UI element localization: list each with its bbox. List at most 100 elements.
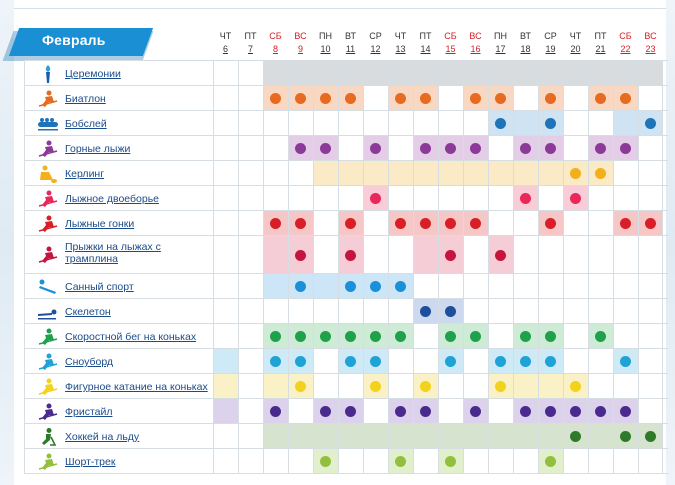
event-dot[interactable]: [295, 250, 306, 261]
event-dot[interactable]: [445, 331, 456, 342]
schedule-cell[interactable]: [264, 211, 289, 235]
schedule-cell[interactable]: [614, 349, 639, 373]
schedule-cell[interactable]: [314, 399, 339, 423]
schedule-cell[interactable]: [264, 86, 289, 110]
day-number-link[interactable]: 13: [395, 44, 406, 54]
event-dot[interactable]: [295, 281, 306, 292]
event-dot[interactable]: [270, 331, 281, 342]
event-dot[interactable]: [445, 218, 456, 229]
schedule-cell[interactable]: [439, 324, 464, 348]
event-dot[interactable]: [320, 456, 331, 467]
day-number-link[interactable]: 9: [297, 44, 303, 54]
event-dot[interactable]: [295, 93, 306, 104]
event-dot[interactable]: [420, 381, 431, 392]
schedule-cell[interactable]: [464, 86, 489, 110]
schedule-cell[interactable]: [489, 349, 514, 373]
schedule-cell[interactable]: [289, 236, 314, 273]
schedule-cell[interactable]: [339, 274, 364, 298]
schedule-cell[interactable]: [539, 399, 564, 423]
event-dot[interactable]: [470, 143, 481, 154]
event-dot[interactable]: [620, 431, 631, 442]
event-dot[interactable]: [570, 406, 581, 417]
event-dot[interactable]: [520, 193, 531, 204]
event-dot[interactable]: [445, 143, 456, 154]
schedule-cell[interactable]: [314, 449, 339, 473]
event-dot[interactable]: [520, 331, 531, 342]
event-dot[interactable]: [545, 456, 556, 467]
schedule-cell[interactable]: [539, 136, 564, 160]
event-dot[interactable]: [470, 218, 481, 229]
schedule-cell[interactable]: [439, 449, 464, 473]
event-dot[interactable]: [320, 331, 331, 342]
event-dot[interactable]: [345, 93, 356, 104]
schedule-cell[interactable]: [564, 161, 589, 185]
event-dot[interactable]: [345, 331, 356, 342]
schedule-cell[interactable]: [339, 86, 364, 110]
schedule-cell[interactable]: [289, 136, 314, 160]
schedule-cell[interactable]: [414, 86, 439, 110]
sport-link[interactable]: Фристайл: [65, 406, 113, 418]
sport-link[interactable]: Керлинг: [65, 168, 105, 180]
schedule-cell[interactable]: [389, 274, 414, 298]
event-dot[interactable]: [370, 281, 381, 292]
schedule-cell[interactable]: [539, 211, 564, 235]
event-dot[interactable]: [470, 406, 481, 417]
schedule-cell[interactable]: [264, 399, 289, 423]
event-dot[interactable]: [395, 331, 406, 342]
sport-link[interactable]: Скелетон: [65, 306, 111, 318]
day-number-link[interactable]: 18: [520, 44, 531, 54]
event-dot[interactable]: [545, 356, 556, 367]
event-dot[interactable]: [570, 431, 581, 442]
event-dot[interactable]: [270, 218, 281, 229]
day-number-link[interactable]: 11: [345, 44, 356, 54]
sport-link[interactable]: Лыжное двоеборье: [65, 193, 160, 205]
schedule-cell[interactable]: [589, 136, 614, 160]
schedule-cell[interactable]: [414, 399, 439, 423]
schedule-cell[interactable]: [289, 349, 314, 373]
event-dot[interactable]: [445, 250, 456, 261]
schedule-cell[interactable]: [339, 324, 364, 348]
day-number-link[interactable]: 14: [420, 44, 431, 54]
event-dot[interactable]: [345, 406, 356, 417]
schedule-cell[interactable]: [564, 374, 589, 398]
schedule-cell[interactable]: [589, 324, 614, 348]
event-dot[interactable]: [295, 381, 306, 392]
schedule-cell[interactable]: [564, 186, 589, 210]
event-dot[interactable]: [345, 218, 356, 229]
schedule-cell[interactable]: [539, 349, 564, 373]
schedule-cell[interactable]: [539, 86, 564, 110]
sport-link[interactable]: Биатлон: [65, 93, 106, 105]
schedule-cell[interactable]: [389, 211, 414, 235]
schedule-cell[interactable]: [289, 324, 314, 348]
schedule-cell[interactable]: [614, 211, 639, 235]
schedule-cell[interactable]: [639, 211, 663, 235]
event-dot[interactable]: [445, 306, 456, 317]
schedule-cell[interactable]: [489, 374, 514, 398]
event-dot[interactable]: [495, 250, 506, 261]
event-dot[interactable]: [620, 356, 631, 367]
schedule-cell[interactable]: [514, 186, 539, 210]
day-number-link[interactable]: 23: [645, 44, 656, 54]
sport-link[interactable]: Церемонии: [65, 68, 121, 80]
event-dot[interactable]: [345, 356, 356, 367]
event-dot[interactable]: [420, 406, 431, 417]
day-number-link[interactable]: 17: [495, 44, 506, 54]
event-dot[interactable]: [620, 406, 631, 417]
event-dot[interactable]: [395, 456, 406, 467]
schedule-cell[interactable]: [439, 236, 464, 273]
event-dot[interactable]: [295, 356, 306, 367]
day-number-link[interactable]: 6: [222, 44, 228, 54]
event-dot[interactable]: [320, 143, 331, 154]
event-dot[interactable]: [370, 356, 381, 367]
schedule-cell[interactable]: [289, 211, 314, 235]
schedule-cell[interactable]: [414, 299, 439, 323]
schedule-cell[interactable]: [489, 86, 514, 110]
day-number-link[interactable]: 21: [595, 44, 606, 54]
event-dot[interactable]: [370, 331, 381, 342]
schedule-cell[interactable]: [514, 399, 539, 423]
schedule-cell[interactable]: [339, 211, 364, 235]
event-dot[interactable]: [295, 218, 306, 229]
event-dot[interactable]: [420, 306, 431, 317]
day-number-link[interactable]: 10: [320, 44, 331, 54]
schedule-cell[interactable]: [289, 86, 314, 110]
